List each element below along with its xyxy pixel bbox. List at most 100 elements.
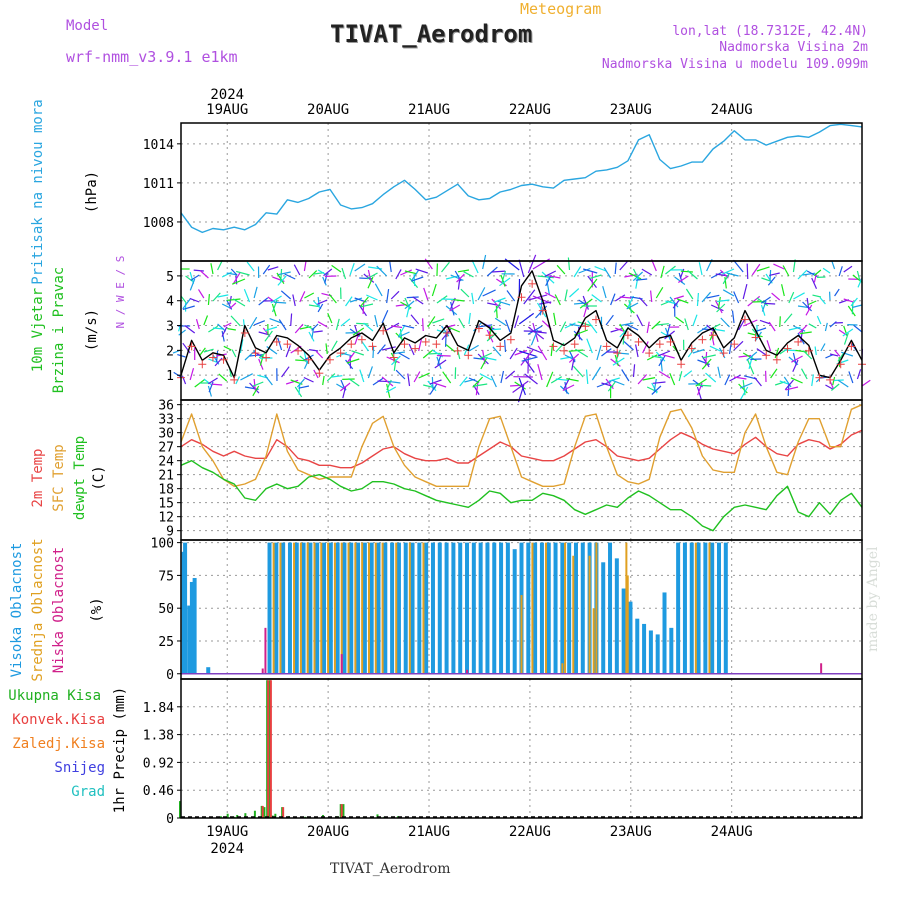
- cloud-bar: [408, 542, 411, 674]
- wind-arrow: [468, 312, 471, 325]
- x-tick-label-bottom: 24AUG: [711, 824, 753, 840]
- wind-arrow: [603, 267, 612, 279]
- wind-arrow: [856, 270, 861, 282]
- cloud-bar: [478, 542, 483, 674]
- wind-arrow: [197, 289, 205, 299]
- wind-arrow: [313, 300, 322, 310]
- cloud-bar: [424, 542, 429, 674]
- elevation-model: Nadmorska Visina u modelu 109.099m: [601, 57, 868, 72]
- wind-arrow: [676, 298, 689, 304]
- y-tick-label: 15: [158, 497, 174, 512]
- cloud-bar: [689, 542, 694, 674]
- wind-arrow: [642, 377, 656, 381]
- wind-arrow: [726, 272, 739, 277]
- cloud-bar: [458, 542, 463, 674]
- wind-arrow: [473, 322, 482, 332]
- wind-arrow: [793, 325, 806, 332]
- wind-arrow: [591, 294, 602, 303]
- wind-arrow: [359, 369, 365, 383]
- cloud-bar: [374, 542, 377, 674]
- wind-arrow: [360, 296, 369, 307]
- wind-arrow: [325, 343, 328, 355]
- wind-arrow: [626, 302, 639, 310]
- wind-arrow: [397, 331, 410, 338]
- wind-arrow: [785, 386, 799, 391]
- y-tick-label: 9: [166, 525, 174, 540]
- wind-arrow: [231, 278, 246, 285]
- wind-arrow: [814, 346, 817, 356]
- wind-arrow: [504, 339, 507, 353]
- wind-arrow: [436, 356, 442, 369]
- wind-arrow: [666, 323, 671, 337]
- wind-arrow: [203, 378, 213, 386]
- axis-label-cloud-unit: (%): [89, 597, 105, 622]
- cloud-bar: [694, 542, 697, 674]
- wind-arrow: [499, 277, 511, 287]
- wind-arrow: [622, 330, 625, 345]
- wind-arrow: [783, 376, 792, 388]
- cloud-bar: [395, 542, 398, 674]
- wind-arrow: [675, 316, 685, 324]
- precip-legend-item: Ukupna Kisa: [8, 688, 101, 704]
- wind-arrow: [790, 377, 803, 384]
- cloud-bar: [264, 627, 267, 674]
- cloud-bar: [669, 627, 674, 674]
- wind-arrow: [569, 323, 582, 327]
- wind-arrow: [415, 268, 428, 274]
- wind-arrow: [612, 357, 625, 366]
- wind-arrow: [409, 277, 419, 288]
- wind-arrow: [267, 266, 279, 271]
- wind-arrow: [479, 352, 493, 360]
- wind-arrow: [519, 350, 537, 357]
- cloud-bar: [342, 542, 347, 674]
- wind-arrow: [459, 376, 468, 387]
- wind-arrow: [366, 272, 378, 280]
- wind-arrow: [303, 260, 307, 272]
- wind-arrow: [308, 270, 318, 279]
- wind-speed-line: [180, 270, 863, 379]
- wind-arrow: [336, 351, 348, 358]
- wind-arrow: [518, 312, 535, 325]
- y-tick-label: 4: [166, 295, 174, 310]
- wind-arrow: [229, 302, 237, 310]
- precip-bar: [267, 680, 270, 818]
- wind-arrow: [746, 351, 758, 361]
- wind-arrow: [586, 338, 593, 354]
- wind-arrow: [571, 357, 575, 371]
- precip-bar: [244, 813, 247, 818]
- cloud-bar: [293, 542, 296, 674]
- wind-arrow: [798, 324, 808, 334]
- cloud-bar: [308, 542, 313, 674]
- wind-arrow: [253, 320, 266, 326]
- wind-arrow: [432, 382, 447, 388]
- wind-arrow: [203, 315, 209, 326]
- cloud-bar: [274, 542, 279, 674]
- x-tick-label-top: 22AUG: [509, 102, 551, 118]
- wind-arrow: [813, 273, 817, 283]
- wind-arrow: [249, 382, 260, 394]
- x-tick-label-bottom: 21AUG: [408, 824, 450, 840]
- wind-arrow: [766, 340, 772, 352]
- wind-arrow: [445, 275, 460, 280]
- y-tick-label: 75: [158, 569, 174, 584]
- wind-arrow: [632, 364, 636, 378]
- wind-arrow: [709, 345, 721, 352]
- cloud-bar: [572, 555, 575, 674]
- wind-arrow: [189, 278, 196, 291]
- y-tick-label: 2: [166, 344, 174, 359]
- wind-arrow: [614, 294, 626, 302]
- cloud-bar: [635, 618, 640, 674]
- wind-arrow: [429, 383, 438, 395]
- wind-arrow: [596, 345, 602, 361]
- wind-arrow: [831, 383, 840, 391]
- wind-arrow: [782, 265, 790, 277]
- cloud-bar: [531, 542, 534, 674]
- wind-arrow: [829, 353, 839, 357]
- wind-arrow: [554, 294, 561, 306]
- cloud-bar: [601, 562, 606, 674]
- wind-arrow: [280, 268, 283, 282]
- footer-title: TIVAT_Aerodrom: [330, 861, 451, 877]
- wind-arrow: [270, 295, 282, 304]
- model-label: Model: [66, 18, 109, 34]
- wind-arrow: [685, 288, 694, 300]
